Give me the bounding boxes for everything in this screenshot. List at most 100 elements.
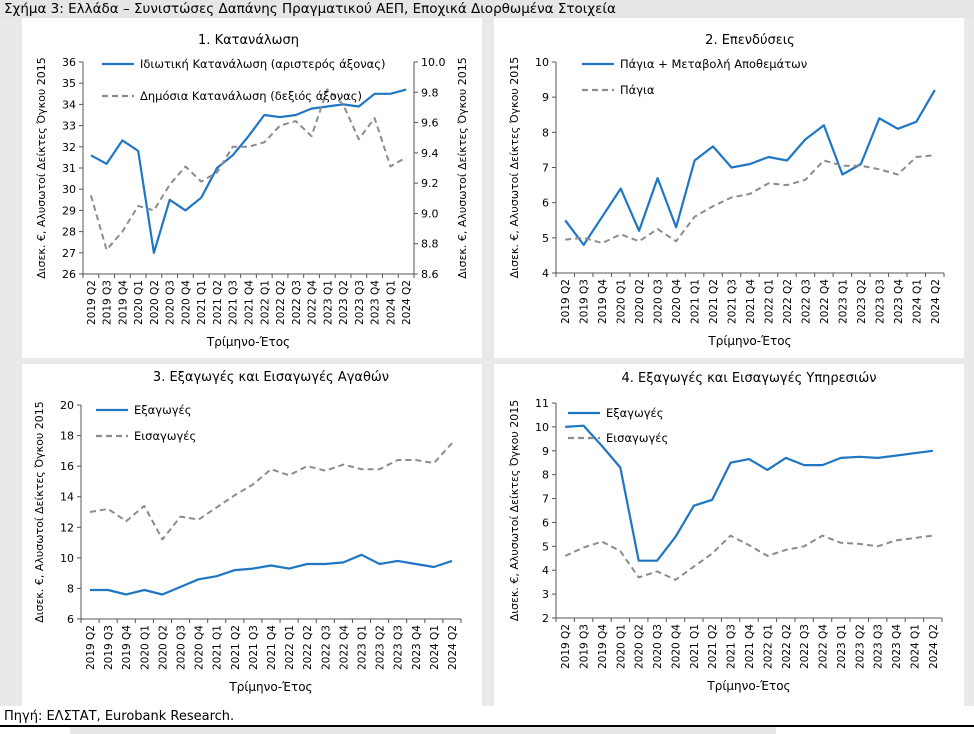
y-tick-label: 11 — [535, 397, 549, 410]
x-tick-label: 2023 Q1 — [836, 624, 848, 669]
x-tick-label: 2023 Q1 — [356, 625, 368, 670]
x-tick-label: 2021 Q1 — [690, 279, 702, 324]
y-tick-label: 9 — [542, 91, 549, 104]
x-tick-label: 2021 Q2 — [708, 279, 720, 324]
x-tick-label: 2020 Q4 — [670, 624, 682, 669]
y-tick-label: 35 — [62, 77, 76, 90]
x-tick-label: 2023 Q2 — [854, 624, 866, 669]
y-tick-label: 18 — [60, 430, 74, 443]
legend-label: Εξαγωγές — [134, 403, 191, 417]
y-tick-label: 6 — [67, 613, 74, 626]
x-tick-label: 2022 Q3 — [800, 279, 812, 324]
x-tick-label: 2024 Q2 — [447, 625, 459, 670]
x-tick-label: 2020 Q2 — [634, 624, 646, 669]
goods-trade-chart: 3. Εξαγωγές και Εισαγωγές Αγαθών 6 8 10 12 14… — [33, 370, 462, 694]
chart-panel-investment: 2. Επενδύσεις 4 5 6 7 8 9 10 2019 Q2 2019 Q3 2019 … — [494, 18, 964, 358]
source-note: Πηγή: ΕΛΣΤΑΤ, Eurobank Research. — [4, 709, 235, 724]
chart-title: 1. Κατανάλωση — [198, 33, 299, 48]
y-tick-label: 3 — [542, 588, 549, 601]
y-tick-label: 10 — [60, 552, 74, 565]
y-tick-label: 26 — [62, 268, 76, 281]
x-tick-label: 2023 Q2 — [856, 279, 868, 324]
y-tick-label: 27 — [62, 247, 76, 260]
legend-label: Δημόσια Κατανάλωση (δεξιός άξονας) — [140, 89, 362, 103]
x-tick-label: 2020 Q4 — [180, 280, 192, 325]
x-tick-label: 2023 Q3 — [874, 279, 886, 324]
y-axis-label: Δισεκ. €, Αλυσωτοί Δείκτες Όγκου 2015 — [508, 57, 521, 279]
y-tick-label: 29 — [62, 204, 76, 217]
x-tick-label: 2020 Q2 — [157, 625, 169, 670]
y2-tick-label: 9.4 — [421, 147, 439, 160]
x-tick-label: 2024 Q1 — [911, 279, 923, 324]
x-tick-label: 2019 Q3 — [102, 280, 114, 325]
x-tick-label: 2021 Q1 — [196, 280, 208, 325]
x-tick-label: 2023 Q2 — [338, 280, 350, 325]
y-tick-label: 10 — [535, 56, 549, 69]
x-tick-label: 2023 Q4 — [370, 280, 382, 325]
y-tick-label: 12 — [60, 521, 74, 534]
x-axis-label: Τρίμηνο-Έτος — [706, 679, 790, 693]
x-tick-label: 2020 Q1 — [139, 625, 151, 670]
x-axis-label: Τρίμηνο-Έτος — [206, 335, 290, 349]
x-tick-label: 2023 Q1 — [322, 280, 334, 325]
y-tick-label: 8 — [542, 126, 549, 139]
series-line-dashed — [564, 534, 933, 581]
series-line-solid — [90, 553, 453, 596]
x-tick-label: 2020 Q1 — [616, 279, 628, 324]
y-tick-label: 6 — [542, 197, 549, 210]
x-tick-label: 2021 Q4 — [244, 280, 256, 325]
y-tick-label: 14 — [60, 491, 74, 504]
x-tick-label: 2023 Q1 — [837, 279, 849, 324]
x-tick-label: 2019 Q3 — [103, 625, 115, 670]
x-tick-label: 2024 Q2 — [401, 280, 413, 325]
y2-axis-label: Δισεκ. €, Αλυσωτοί Δείκτες Όγκου 2015 — [456, 57, 469, 279]
y-tick-label: 4 — [542, 267, 549, 280]
x-tick-label: 2022 Q1 — [763, 279, 775, 324]
series-line-solid — [564, 89, 936, 246]
chart-title: 2. Επενδύσεις — [705, 33, 795, 48]
chart-title: 3. Εξαγωγές και Εισαγωγές Αγαθών — [153, 370, 389, 385]
services-trade-chart: 4. Εξαγωγές και Εισαγωγές Υπηρεσιών 2 3 4 5 6… — [508, 371, 943, 693]
x-tick-label: 2020 Q3 — [165, 280, 177, 325]
y2-tick-label: 10.0 — [421, 56, 446, 69]
x-tick-label: 2021 Q4 — [744, 624, 756, 669]
x-tick-label: 2022 Q4 — [819, 279, 831, 324]
y2-tick-label: 9.6 — [421, 117, 439, 130]
legend-label: Εισαγωγές — [606, 431, 668, 445]
figure-title: Σχήμα 3: Ελλάδα – Συνιστώσες Δαπάνης Πρα… — [4, 1, 616, 17]
figure-title-bar — [0, 0, 974, 18]
y-tick-label: 16 — [60, 460, 74, 473]
x-tick-label: 2023 Q2 — [375, 625, 387, 670]
x-tick-label: 2022 Q3 — [291, 280, 303, 325]
y-axis-label: Δισεκ. €, Αλυσωτοί Δείκτες Όγκου 2015 — [35, 57, 48, 279]
y2-tick-label: 9.0 — [421, 207, 439, 220]
x-tick-label: 2024 Q2 — [930, 279, 942, 324]
x-tick-label: 2024 Q2 — [928, 624, 940, 669]
legend-label: Πάγια — [620, 83, 655, 97]
y-tick-label: 28 — [62, 226, 76, 239]
x-tick-label: 2020 Q3 — [652, 624, 664, 669]
x-tick-label: 2020 Q2 — [634, 279, 646, 324]
y-tick-label: 30 — [62, 183, 76, 196]
consumption-chart: 1. Κατανάλωση 26 27 28 29 30 31 32 33 34 35 36 8.6 8.… — [35, 33, 469, 349]
y-axis-label: Δισεκ. €, Αλυσωτοί Δείκτες Όγκου 2015 — [33, 401, 46, 623]
x-tick-label: 2021 Q4 — [266, 625, 278, 670]
x-tick-label: 2021 Q2 — [212, 280, 224, 325]
x-tick-label: 2021 Q3 — [726, 624, 738, 669]
x-tick-label: 2023 Q4 — [891, 624, 903, 669]
x-tick-label: 2021 Q1 — [212, 625, 224, 670]
x-tick-label: 2021 Q2 — [707, 624, 719, 669]
x-tick-label: 2023 Q3 — [393, 625, 405, 670]
x-tick-label: 2019 Q2 — [86, 280, 98, 325]
x-tick-label: 2022 Q4 — [818, 624, 830, 669]
y-tick-label: 5 — [542, 540, 549, 553]
x-tick-label: 2020 Q4 — [194, 625, 206, 670]
x-tick-label: 2022 Q2 — [302, 625, 314, 670]
y-tick-label: 10 — [535, 421, 549, 434]
y-tick-label: 4 — [542, 564, 549, 577]
x-tick-label: 2019 Q4 — [597, 279, 609, 324]
x-tick-label: 2022 Q2 — [781, 624, 793, 669]
y-tick-label: 6 — [542, 516, 549, 529]
y-tick-label: 31 — [62, 162, 76, 175]
y-tick-label: 7 — [542, 162, 549, 175]
